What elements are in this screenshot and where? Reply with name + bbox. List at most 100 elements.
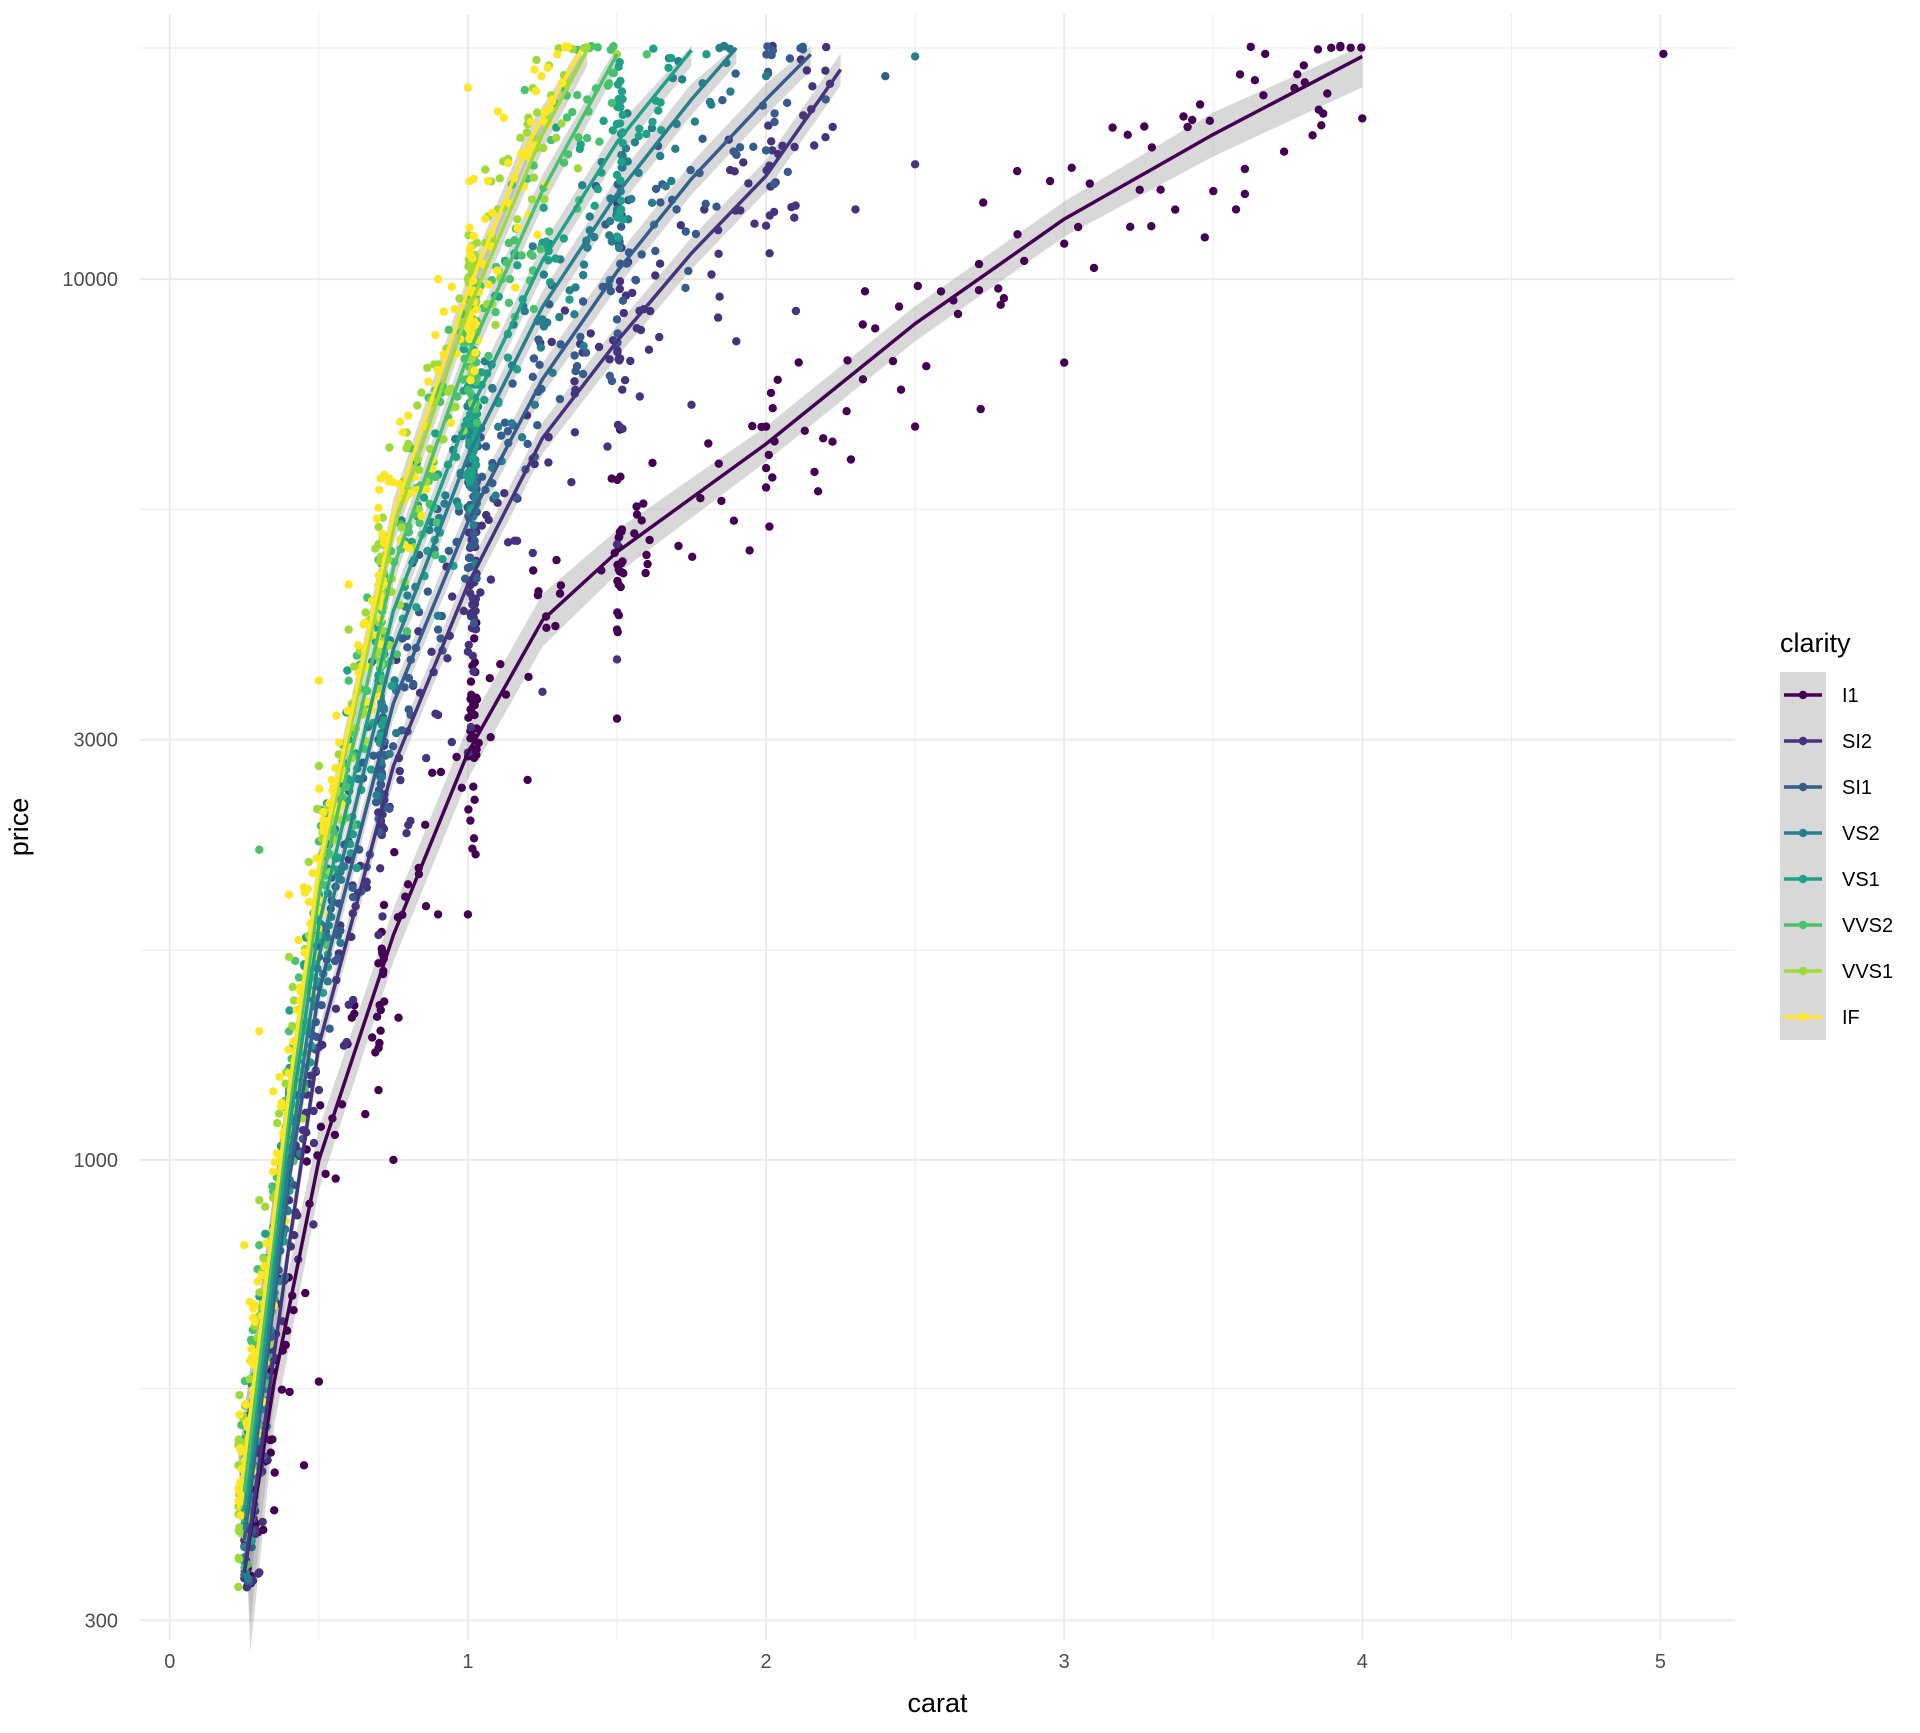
- data-point-vs1: [503, 353, 513, 362]
- data-point-i1: [1293, 70, 1302, 79]
- data-point-si2: [615, 277, 625, 286]
- data-point-vs2: [585, 212, 594, 221]
- data-point-si1: [317, 1001, 326, 1010]
- data-point-if: [433, 274, 443, 284]
- data-point-vvs1: [344, 625, 353, 634]
- data-point-si2: [314, 1085, 324, 1095]
- data-point-si1: [768, 46, 778, 55]
- data-point-vvs1: [304, 857, 313, 867]
- data-point-i1: [1313, 45, 1323, 54]
- data-point-si2: [822, 42, 831, 52]
- data-point-if: [269, 1167, 278, 1176]
- data-point-if: [240, 1241, 249, 1250]
- data-point-si1: [463, 563, 473, 573]
- data-point-si2: [651, 271, 660, 280]
- data-point-vs1: [616, 103, 625, 112]
- data-point-i1: [614, 565, 623, 574]
- data-point-si1: [388, 742, 398, 751]
- data-point-i1: [810, 467, 819, 477]
- data-point-i1: [375, 1000, 384, 1010]
- smooth-line-vs1: [242, 49, 693, 1511]
- data-point-vvs2: [517, 251, 526, 260]
- data-point-si2: [768, 146, 777, 155]
- data-point-vvs2: [642, 50, 651, 59]
- data-point-si2: [471, 606, 480, 616]
- data-point-si2: [544, 458, 553, 467]
- data-point-i1: [330, 1130, 340, 1140]
- data-point-vvs1: [481, 165, 490, 174]
- data-point-vvs2: [529, 304, 538, 314]
- data-point-si1: [376, 780, 386, 790]
- data-point-i1: [617, 527, 626, 536]
- data-point-vvs2: [573, 90, 582, 100]
- data-point-vvs2: [432, 518, 442, 527]
- data-point-si1: [651, 184, 661, 194]
- data-point-vvs1: [423, 363, 432, 372]
- data-point-i1: [277, 1385, 287, 1394]
- data-point-i1: [748, 421, 757, 431]
- data-point-if: [236, 1511, 245, 1520]
- data-point-si2: [791, 201, 800, 210]
- smooth-line-i1: [242, 54, 1364, 1573]
- data-point-si1: [555, 394, 565, 404]
- data-point-vvs2: [504, 298, 514, 307]
- data-point-i1: [766, 388, 776, 398]
- data-point-if: [294, 935, 303, 945]
- data-point-vs1: [438, 554, 447, 564]
- data-point-vs2: [507, 419, 516, 428]
- data-point-si1: [444, 546, 454, 556]
- data-point-si2: [628, 288, 637, 298]
- legend-label-if: IF: [1842, 1007, 1860, 1029]
- data-point-vs1: [512, 365, 522, 374]
- data-point-si2: [767, 137, 776, 146]
- data-point-vs1: [656, 98, 665, 107]
- data-point-i1: [936, 287, 946, 296]
- data-point-si1: [508, 379, 517, 388]
- data-point-if: [466, 250, 475, 260]
- data-point-vs1: [459, 344, 468, 354]
- data-point-si2: [810, 141, 819, 150]
- data-point-vvs1: [455, 294, 464, 303]
- data-point-vvs1: [255, 1196, 264, 1205]
- data-point-si1: [423, 587, 432, 596]
- data-point-if: [359, 620, 368, 629]
- data-point-si2: [255, 1568, 264, 1577]
- data-point-si1: [496, 431, 506, 440]
- data-point-i1: [813, 487, 823, 496]
- data-point-vs2: [605, 231, 614, 240]
- data-point-if: [308, 868, 317, 878]
- data-point-i1: [1299, 61, 1309, 70]
- data-point-if: [468, 321, 477, 330]
- data-point-i1: [1205, 116, 1215, 126]
- data-point-si1: [533, 421, 542, 430]
- data-point-i1: [613, 475, 622, 485]
- data-point-si2: [790, 213, 799, 222]
- data-point-if: [385, 474, 394, 483]
- data-point-i1: [688, 552, 697, 561]
- data-point-si1: [529, 354, 539, 363]
- data-point-if: [465, 334, 474, 344]
- data-point-si1: [576, 332, 585, 342]
- y-axis-title: price: [4, 798, 34, 857]
- data-point-i1: [714, 459, 723, 468]
- data-point-si2: [732, 337, 741, 346]
- data-point-i1: [1074, 222, 1083, 232]
- data-point-vvs1: [361, 608, 370, 617]
- data-point-i1: [1279, 147, 1289, 156]
- data-point-vs1: [590, 201, 599, 210]
- data-point-i1: [630, 529, 639, 538]
- data-point-vvs2: [582, 133, 592, 143]
- data-point-i1: [1323, 89, 1332, 98]
- axis-ticks: 0 1 2 3 4 5 300 1000 3000 10000: [62, 269, 1666, 1673]
- data-point-if: [315, 784, 324, 793]
- data-point-vs1: [667, 53, 676, 63]
- data-point-i1: [471, 850, 480, 859]
- data-point-vs2: [614, 243, 624, 253]
- data-point-if: [553, 50, 562, 59]
- data-point-if: [537, 72, 546, 81]
- data-point-vvs1: [245, 1374, 254, 1384]
- data-point-vvs1: [397, 523, 406, 532]
- data-point-i1: [361, 1109, 370, 1119]
- data-point-i1: [888, 356, 898, 366]
- legend-key-point-if: [1798, 1012, 1808, 1022]
